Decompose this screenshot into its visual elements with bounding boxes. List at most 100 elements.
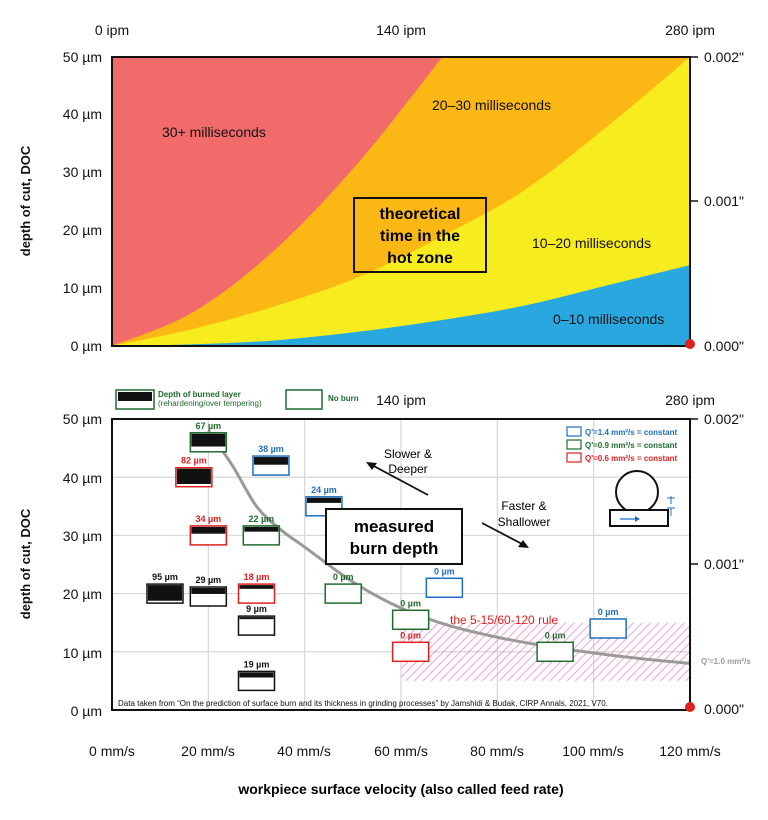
zone-label-10ms: 10–20 milliseconds (532, 235, 651, 251)
zone-label-30ms: 30+ milliseconds (162, 124, 266, 140)
zone-10ms (112, 57, 690, 346)
top-zones (112, 57, 690, 346)
burn-point-box (391, 609, 430, 631)
top-y-tick-label: 50 µm (63, 49, 102, 65)
burn-point-fill (191, 526, 226, 534)
burn-point-label: 38 µm (258, 444, 284, 454)
legend-noburn-swatch (285, 389, 323, 410)
bottom-x-tick-label: 60 mm/s (374, 743, 428, 759)
burn-point-label: 22 µm (248, 514, 274, 524)
burn-point: 82 µm (175, 456, 213, 488)
burn-point-label: 18 µm (244, 572, 270, 582)
legend-q14-swatch (566, 426, 582, 437)
burn-point-label: 0 µm (434, 566, 455, 576)
burn-point-label: 9 µm (246, 604, 267, 614)
legend-noburn-label: No burn (328, 394, 359, 403)
bottom-chart: 67 µm 82 µm 38 µm 24 µm 34 µm 22 µm 95 µm 29 µm… (18, 389, 751, 797)
burn-point-label: 67 µm (195, 421, 221, 431)
burn-point: 0 µm (391, 598, 430, 631)
burn-point: 95 µm (146, 572, 184, 604)
burn-point-fill (253, 457, 288, 465)
burn-point-fill (244, 526, 279, 532)
burn-point-label: 0 µm (545, 630, 566, 640)
source-note: Data taken from “On the prediction of su… (118, 699, 608, 708)
zone-label-20ms: 20–30 milliseconds (432, 97, 551, 113)
burn-point: 29 µm (189, 575, 228, 607)
bottom-chart-title-line: burn depth (350, 539, 439, 558)
burn-point: 0 µm (391, 630, 430, 663)
top-y-tick-label: 20 µm (63, 222, 102, 238)
burn-point-label: 0 µm (400, 630, 421, 640)
burn-point: 0 µm (425, 566, 464, 599)
top-x-tick-label: 140 ipm (376, 22, 426, 38)
bottom-x-tick-label: 0 mm/s (89, 743, 135, 759)
burn-point: 18 µm (237, 572, 276, 604)
burn-point: 34 µm (189, 514, 228, 546)
burn-point-label: 0 µm (598, 607, 619, 617)
top-chart-title-line: time in the (380, 228, 460, 245)
rule-label: the 5-15/60-120 rule (450, 613, 558, 627)
annotation-slower: Slower & (384, 447, 432, 461)
bottom-right-tick-label: 0.001" (704, 556, 744, 572)
top-right-tick-label: 0.002" (704, 49, 744, 65)
burn-point-fill (239, 585, 274, 589)
bottom-y-tick-label: 50 µm (63, 411, 102, 427)
grinding-wheel-icon (609, 470, 675, 527)
burn-point-box (237, 615, 276, 636)
top-right-tick-label: 0.000" (704, 338, 744, 354)
top-chart-title-line: theoretical (380, 206, 461, 223)
bottom-right-tick-label: 0.002" (704, 411, 744, 427)
burn-point-box (237, 583, 276, 604)
annotation-faster: Faster & (501, 499, 546, 513)
burn-point-fill (191, 433, 226, 447)
bottom-x-axis-title: workpiece surface velocity (also called … (237, 781, 563, 797)
burn-point-fill (147, 585, 182, 601)
bottom-y-tick-label: 40 µm (63, 470, 102, 486)
arrow-faster-shaft (481, 522, 525, 546)
q-curve-line (207, 429, 691, 665)
legend-burned-fill (118, 392, 152, 401)
zone-0ms (112, 265, 690, 346)
burn-point: 19 µm (237, 659, 276, 692)
bottom-y-tick-label: 30 µm (63, 528, 102, 544)
top-y-tick-label: 30 µm (63, 164, 102, 180)
burn-point: 0 µm (536, 630, 574, 663)
q-curve-label: Q'=1.0 mm²/s (701, 657, 751, 666)
top-title-box (353, 197, 487, 273)
legend-q06-swatch (566, 452, 582, 463)
burn-point-label: 0 µm (333, 572, 354, 582)
arrow-slower-shaft (369, 463, 429, 496)
bottom-x-tick-label: 20 mm/s (181, 743, 235, 759)
bottom-top-tick-label: 280 ipm (665, 392, 715, 408)
burn-point-box (391, 641, 430, 663)
legend-burned-sublabel: (rehardening/over tempering) (158, 399, 262, 408)
burn-point-label: 24 µm (311, 485, 337, 495)
top-chart-title-line: hot zone (387, 250, 453, 267)
burn-point-label: 95 µm (152, 572, 178, 582)
burn-point: 0 µm (589, 607, 627, 639)
top-right-tick-label: 0.001" (704, 193, 744, 209)
bottom-x-tick-label: 120 mm/s (659, 743, 720, 759)
burn-point-fill (239, 617, 274, 620)
bottom-y-tick-label: 0 µm (71, 703, 102, 719)
origin-dot (685, 339, 695, 349)
bottom-x-tick-label: 100 mm/s (562, 743, 623, 759)
burn-point-label: 82 µm (181, 456, 207, 466)
burn-point-label: 19 µm (244, 659, 270, 669)
legend-burned-label: Depth of burned layer (158, 390, 241, 399)
bottom-title-box (325, 508, 463, 565)
bottom-x-tick-label: 80 mm/s (470, 743, 524, 759)
burn-point-label: 29 µm (195, 575, 221, 585)
bottom-x-tick-label: 40 mm/s (277, 743, 331, 759)
burn-point: 67 µm (189, 421, 228, 453)
burn-point-fill (239, 672, 274, 678)
burn-point-box (536, 641, 574, 663)
burn-point-label: 0 µm (400, 598, 421, 608)
top-chart: 0 ipm 140 ipm 280 ipm 0 µm 10 µm 20 µm 3… (18, 22, 744, 354)
zone-label-0ms: 0–10 milliseconds (553, 311, 664, 327)
top-y-tick-label: 0 µm (71, 338, 102, 354)
top-x-tick-label: 280 ipm (665, 22, 715, 38)
bottom-chart-title-line: measured (354, 517, 434, 536)
